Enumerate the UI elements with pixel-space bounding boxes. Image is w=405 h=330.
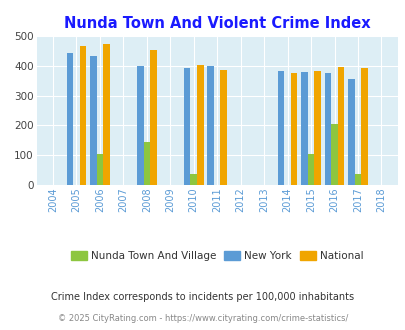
Bar (143, 142, 150, 185)
Text: Crime Index corresponds to incidents per 100,000 inhabitants: Crime Index corresponds to incidents per… (51, 292, 354, 302)
Bar (103, 44, 109, 185)
Bar (277, 71, 284, 185)
Bar (220, 70, 226, 185)
Bar (360, 68, 367, 185)
Title: Nunda Town And Violent Crime Index: Nunda Town And Violent Crime Index (64, 16, 370, 31)
Bar (337, 67, 343, 185)
Bar (90, 56, 96, 185)
Bar (136, 66, 143, 185)
Bar (354, 174, 360, 185)
Bar (196, 65, 203, 185)
Bar (66, 53, 73, 185)
Text: © 2025 CityRating.com - https://www.cityrating.com/crime-statistics/: © 2025 CityRating.com - https://www.city… (58, 314, 347, 323)
Bar (150, 50, 156, 185)
Bar (330, 124, 337, 185)
Bar (79, 46, 86, 185)
Bar (307, 154, 313, 185)
Bar (301, 72, 307, 185)
Legend: Nunda Town And Village, New York, National: Nunda Town And Village, New York, Nation… (66, 247, 367, 265)
Bar (96, 154, 103, 185)
Bar (313, 71, 320, 185)
Bar (190, 174, 196, 185)
Bar (347, 80, 354, 185)
Bar (207, 66, 213, 185)
Bar (290, 73, 297, 185)
Bar (183, 68, 190, 185)
Bar (324, 73, 330, 185)
